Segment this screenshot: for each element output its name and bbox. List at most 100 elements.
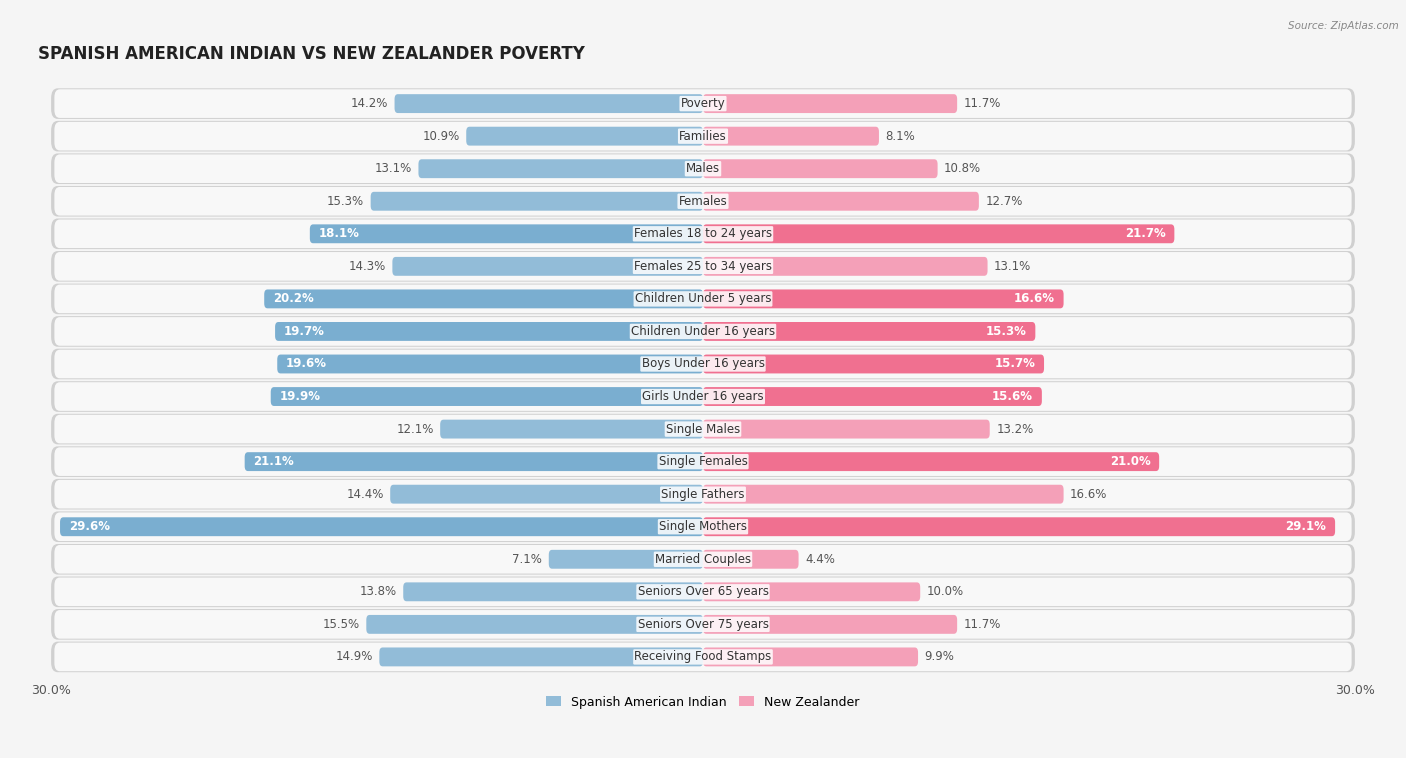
- Text: 13.1%: 13.1%: [374, 162, 412, 175]
- FancyBboxPatch shape: [55, 578, 1351, 606]
- Text: 14.4%: 14.4%: [346, 487, 384, 501]
- Text: Seniors Over 75 years: Seniors Over 75 years: [637, 618, 769, 631]
- Text: 14.9%: 14.9%: [336, 650, 373, 663]
- FancyBboxPatch shape: [703, 322, 1035, 341]
- Text: Married Couples: Married Couples: [655, 553, 751, 565]
- Text: Single Females: Single Females: [658, 455, 748, 468]
- FancyBboxPatch shape: [55, 349, 1351, 378]
- FancyBboxPatch shape: [440, 420, 703, 439]
- FancyBboxPatch shape: [55, 89, 1351, 118]
- Text: 15.5%: 15.5%: [322, 618, 360, 631]
- Text: 12.7%: 12.7%: [986, 195, 1022, 208]
- Text: 15.3%: 15.3%: [328, 195, 364, 208]
- Text: 10.9%: 10.9%: [422, 130, 460, 143]
- FancyBboxPatch shape: [367, 615, 703, 634]
- Text: 10.0%: 10.0%: [927, 585, 965, 598]
- FancyBboxPatch shape: [703, 485, 1063, 503]
- Text: Males: Males: [686, 162, 720, 175]
- Text: 13.1%: 13.1%: [994, 260, 1032, 273]
- Text: 21.7%: 21.7%: [1125, 227, 1166, 240]
- Text: 14.2%: 14.2%: [350, 97, 388, 110]
- FancyBboxPatch shape: [277, 355, 703, 374]
- FancyBboxPatch shape: [55, 447, 1351, 476]
- FancyBboxPatch shape: [380, 647, 703, 666]
- FancyBboxPatch shape: [703, 517, 1336, 536]
- FancyBboxPatch shape: [55, 220, 1351, 248]
- Text: 10.8%: 10.8%: [943, 162, 981, 175]
- FancyBboxPatch shape: [404, 582, 703, 601]
- Text: Children Under 16 years: Children Under 16 years: [631, 325, 775, 338]
- Legend: Spanish American Indian, New Zealander: Spanish American Indian, New Zealander: [541, 691, 865, 713]
- Text: Females 25 to 34 years: Females 25 to 34 years: [634, 260, 772, 273]
- FancyBboxPatch shape: [245, 453, 703, 471]
- Text: Receiving Food Stamps: Receiving Food Stamps: [634, 650, 772, 663]
- Text: 19.9%: 19.9%: [280, 390, 321, 403]
- FancyBboxPatch shape: [55, 252, 1351, 280]
- FancyBboxPatch shape: [392, 257, 703, 276]
- FancyBboxPatch shape: [51, 479, 1355, 509]
- Text: 21.0%: 21.0%: [1109, 455, 1150, 468]
- FancyBboxPatch shape: [55, 610, 1351, 639]
- Text: SPANISH AMERICAN INDIAN VS NEW ZEALANDER POVERTY: SPANISH AMERICAN INDIAN VS NEW ZEALANDER…: [38, 45, 585, 63]
- Text: 11.7%: 11.7%: [963, 618, 1001, 631]
- Text: 13.8%: 13.8%: [360, 585, 396, 598]
- FancyBboxPatch shape: [51, 609, 1355, 640]
- FancyBboxPatch shape: [51, 121, 1355, 152]
- FancyBboxPatch shape: [703, 159, 938, 178]
- FancyBboxPatch shape: [703, 224, 1174, 243]
- Text: Seniors Over 65 years: Seniors Over 65 years: [637, 585, 769, 598]
- FancyBboxPatch shape: [703, 257, 987, 276]
- FancyBboxPatch shape: [51, 414, 1355, 444]
- FancyBboxPatch shape: [703, 94, 957, 113]
- Text: 21.1%: 21.1%: [253, 455, 294, 468]
- Text: Females 18 to 24 years: Females 18 to 24 years: [634, 227, 772, 240]
- Text: 16.6%: 16.6%: [1014, 293, 1054, 305]
- FancyBboxPatch shape: [51, 641, 1355, 672]
- FancyBboxPatch shape: [55, 512, 1351, 541]
- FancyBboxPatch shape: [51, 186, 1355, 217]
- Text: 14.3%: 14.3%: [349, 260, 385, 273]
- FancyBboxPatch shape: [309, 224, 703, 243]
- Text: Single Males: Single Males: [666, 423, 740, 436]
- Text: 16.6%: 16.6%: [1070, 487, 1108, 501]
- FancyBboxPatch shape: [55, 382, 1351, 411]
- Text: Source: ZipAtlas.com: Source: ZipAtlas.com: [1288, 21, 1399, 31]
- Text: Boys Under 16 years: Boys Under 16 years: [641, 358, 765, 371]
- FancyBboxPatch shape: [703, 550, 799, 568]
- Text: Children Under 5 years: Children Under 5 years: [634, 293, 772, 305]
- FancyBboxPatch shape: [51, 446, 1355, 477]
- FancyBboxPatch shape: [264, 290, 703, 309]
- Text: 18.1%: 18.1%: [319, 227, 360, 240]
- Text: 20.2%: 20.2%: [273, 293, 314, 305]
- FancyBboxPatch shape: [55, 643, 1351, 672]
- Text: 15.7%: 15.7%: [994, 358, 1035, 371]
- Text: 11.7%: 11.7%: [963, 97, 1001, 110]
- FancyBboxPatch shape: [51, 89, 1355, 119]
- Text: 8.1%: 8.1%: [886, 130, 915, 143]
- FancyBboxPatch shape: [51, 544, 1355, 575]
- FancyBboxPatch shape: [703, 387, 1042, 406]
- FancyBboxPatch shape: [55, 155, 1351, 183]
- FancyBboxPatch shape: [60, 517, 703, 536]
- Text: Poverty: Poverty: [681, 97, 725, 110]
- FancyBboxPatch shape: [271, 387, 703, 406]
- FancyBboxPatch shape: [51, 251, 1355, 282]
- FancyBboxPatch shape: [276, 322, 703, 341]
- FancyBboxPatch shape: [51, 577, 1355, 607]
- FancyBboxPatch shape: [703, 420, 990, 439]
- FancyBboxPatch shape: [703, 290, 1063, 309]
- FancyBboxPatch shape: [55, 480, 1351, 509]
- Text: 13.2%: 13.2%: [997, 423, 1033, 436]
- Text: 29.6%: 29.6%: [69, 520, 110, 533]
- FancyBboxPatch shape: [703, 355, 1045, 374]
- FancyBboxPatch shape: [55, 545, 1351, 574]
- FancyBboxPatch shape: [391, 485, 703, 503]
- FancyBboxPatch shape: [51, 381, 1355, 412]
- FancyBboxPatch shape: [55, 122, 1351, 151]
- FancyBboxPatch shape: [51, 349, 1355, 379]
- Text: Single Fathers: Single Fathers: [661, 487, 745, 501]
- FancyBboxPatch shape: [371, 192, 703, 211]
- Text: 12.1%: 12.1%: [396, 423, 433, 436]
- FancyBboxPatch shape: [51, 283, 1355, 315]
- Text: Girls Under 16 years: Girls Under 16 years: [643, 390, 763, 403]
